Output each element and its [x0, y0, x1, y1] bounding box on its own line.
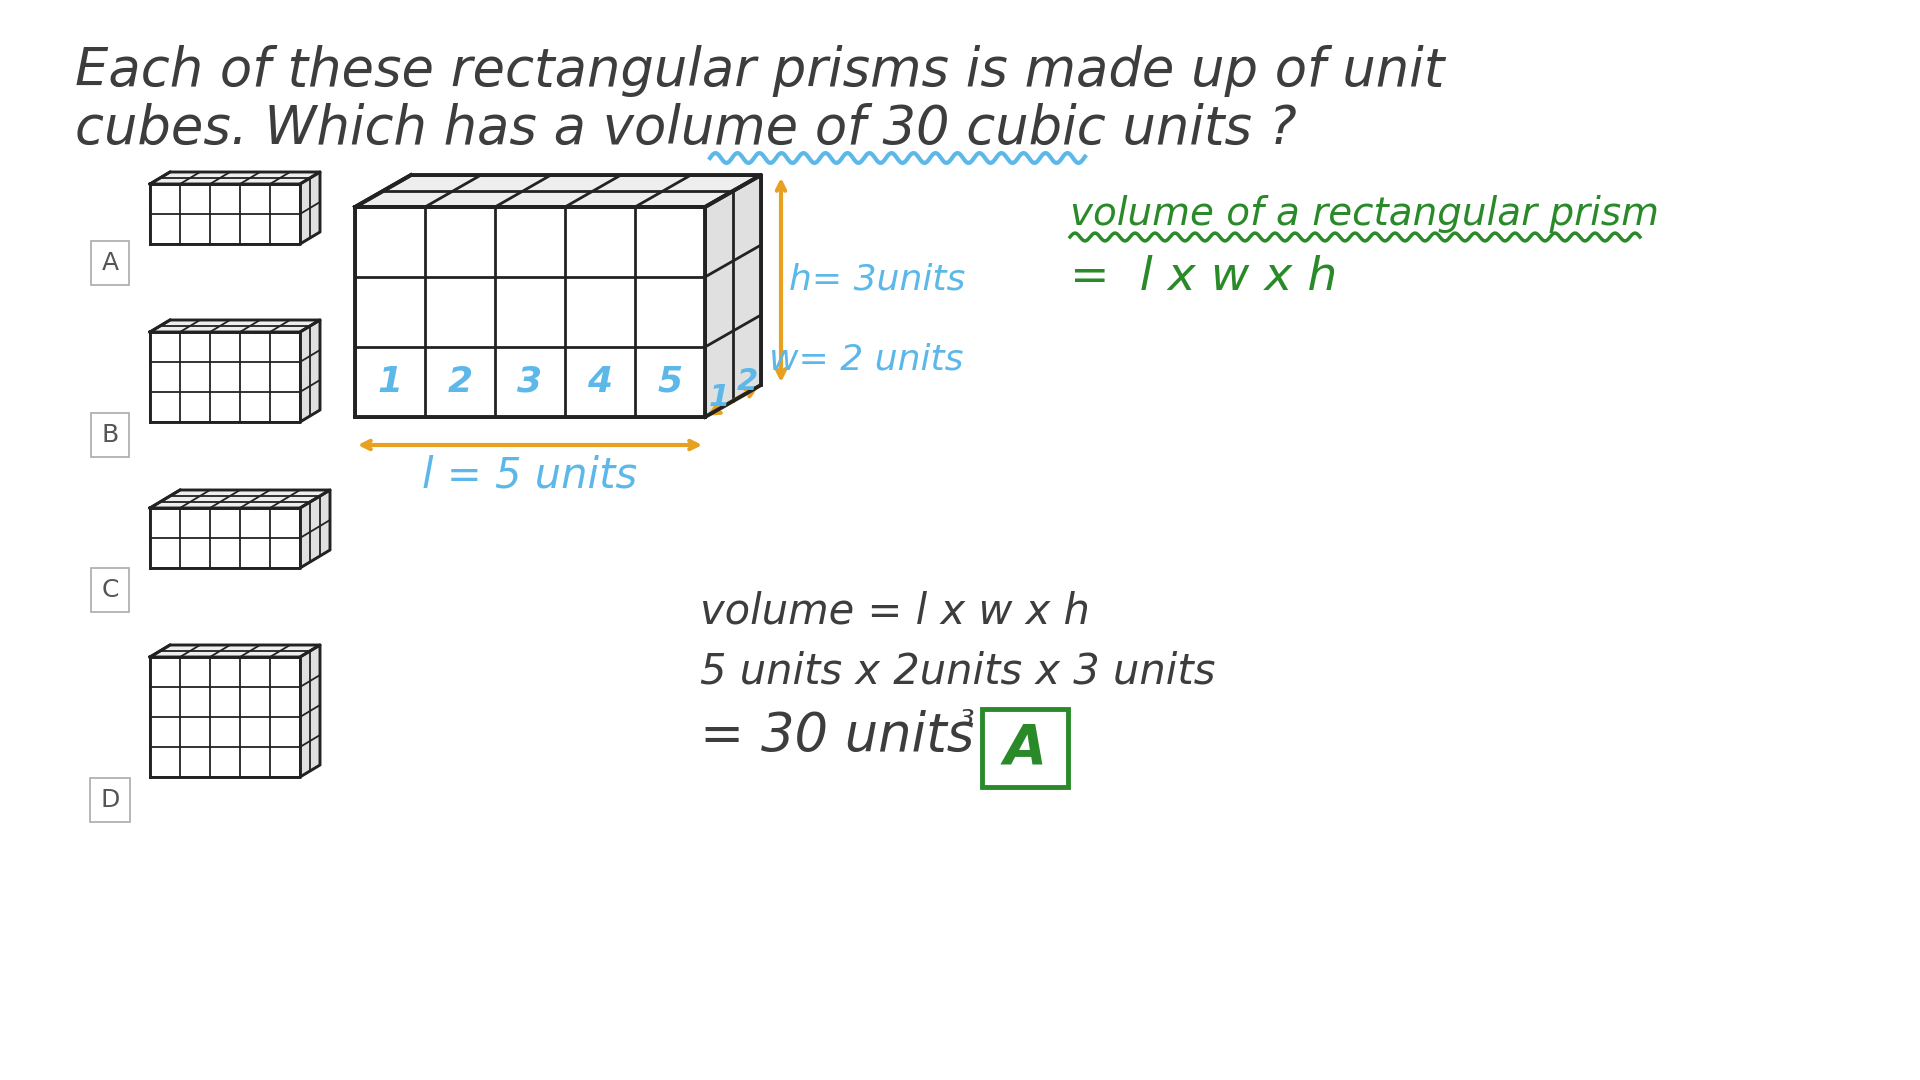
Text: h= 3units: h= 3units — [789, 264, 966, 297]
Text: Each of these rectangular prisms is made up of unit: Each of these rectangular prisms is made… — [75, 45, 1444, 97]
Polygon shape — [150, 490, 330, 508]
Text: cubes. Which has a volume of 30 cubic units ?: cubes. Which has a volume of 30 cubic un… — [75, 103, 1296, 156]
Polygon shape — [150, 508, 300, 568]
Polygon shape — [300, 490, 330, 568]
Text: volume of a rectangular prism: volume of a rectangular prism — [1069, 195, 1659, 233]
Text: = 30 units: = 30 units — [701, 710, 973, 762]
Text: l = 5 units: l = 5 units — [422, 455, 637, 497]
Text: 5 units x 2units x 3 units: 5 units x 2units x 3 units — [701, 650, 1215, 692]
Text: A: A — [102, 251, 119, 275]
Text: ³: ³ — [958, 708, 973, 746]
Text: C: C — [102, 578, 119, 602]
Text: 3: 3 — [516, 365, 543, 399]
Polygon shape — [300, 320, 321, 422]
Text: 5: 5 — [657, 365, 684, 399]
Polygon shape — [150, 645, 321, 657]
Text: 2: 2 — [737, 366, 758, 395]
Text: 2: 2 — [447, 365, 472, 399]
Polygon shape — [150, 172, 321, 184]
Polygon shape — [355, 175, 760, 207]
Polygon shape — [705, 175, 760, 417]
Polygon shape — [150, 332, 300, 422]
Polygon shape — [150, 657, 300, 777]
Polygon shape — [150, 184, 300, 244]
FancyBboxPatch shape — [981, 708, 1068, 787]
Text: =  l x w x h: = l x w x h — [1069, 255, 1338, 300]
Text: 1: 1 — [378, 365, 403, 399]
Polygon shape — [150, 320, 321, 332]
Text: A: A — [1004, 721, 1046, 775]
Polygon shape — [355, 207, 705, 417]
Text: D: D — [100, 788, 119, 812]
Polygon shape — [300, 172, 321, 244]
Text: volume = l x w x h: volume = l x w x h — [701, 590, 1091, 632]
Text: B: B — [102, 423, 119, 447]
Text: 1: 1 — [708, 382, 730, 411]
Text: 4: 4 — [588, 365, 612, 399]
Polygon shape — [300, 645, 321, 777]
Text: w= 2 units: w= 2 units — [770, 343, 964, 377]
